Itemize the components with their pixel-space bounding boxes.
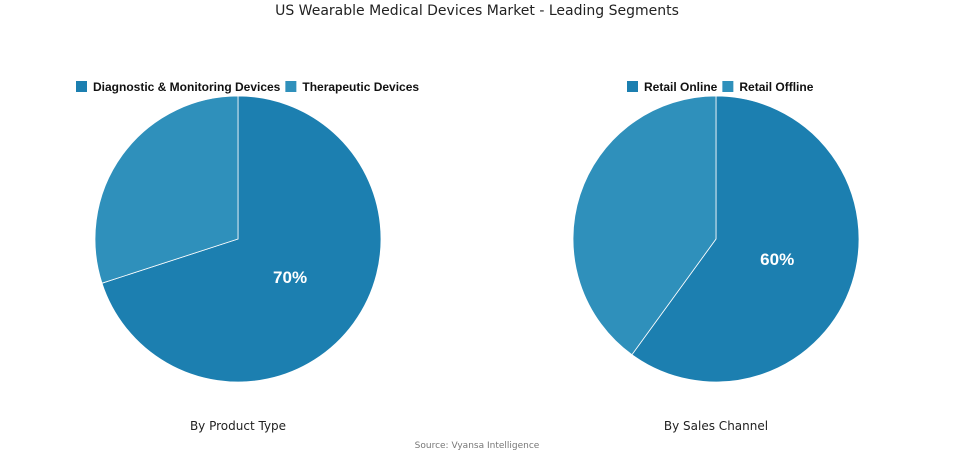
pie-subtitle: By Sales Channel bbox=[664, 419, 768, 433]
pie-slice[interactable] bbox=[94, 95, 239, 284]
pie-subtitle: By Product Type bbox=[190, 419, 286, 433]
pie-chart-1: 70% Diagnostic & Monitoring Devices Therap… bbox=[76, 80, 419, 433]
legend-swatch bbox=[285, 81, 297, 92]
slice-label: 70% bbox=[273, 268, 307, 287]
legend-label: Retail Online bbox=[644, 80, 718, 94]
legend-label: Diagnostic & Monitoring Devices bbox=[93, 80, 281, 94]
source-note: Source: Vyansa Intelligence bbox=[415, 441, 540, 451]
chart-title: US Wearable Medical Devices Market - Lea… bbox=[275, 3, 679, 19]
pie-slice[interactable] bbox=[572, 95, 717, 356]
legend-swatch bbox=[627, 81, 638, 92]
legend-swatch bbox=[722, 81, 734, 92]
pie-chart-2: 60% Retail Online Retail Offline By Sales C… bbox=[572, 80, 860, 433]
legend-swatch bbox=[76, 81, 87, 92]
pie-slice[interactable] bbox=[101, 95, 382, 383]
slice-label: 60% bbox=[760, 250, 794, 269]
legend-label: Retail Offline bbox=[739, 80, 813, 94]
legend-label: Therapeutic Devices bbox=[302, 80, 419, 94]
pie-slice[interactable] bbox=[631, 95, 860, 383]
